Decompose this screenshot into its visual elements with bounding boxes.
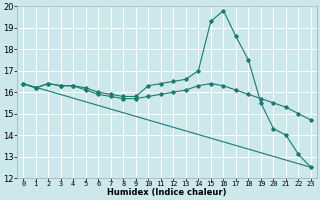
X-axis label: Humidex (Indice chaleur): Humidex (Indice chaleur)	[107, 188, 227, 197]
